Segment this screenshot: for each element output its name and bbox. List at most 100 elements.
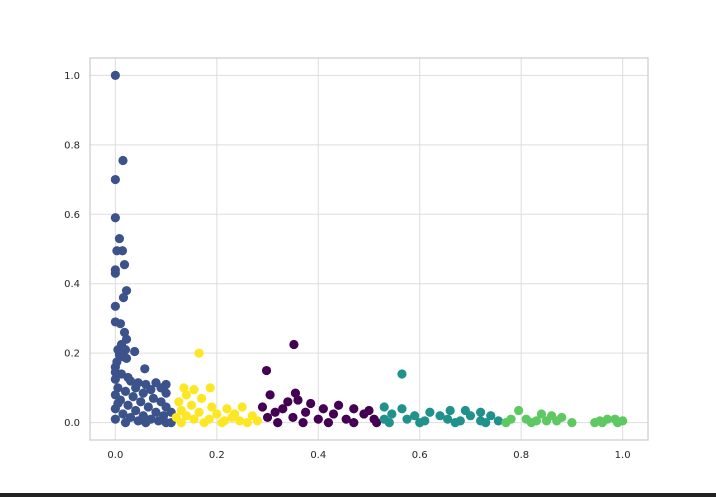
scatter-point bbox=[425, 407, 435, 417]
plot-area bbox=[90, 58, 648, 440]
scatter-point bbox=[125, 376, 136, 386]
scatter-point bbox=[273, 418, 283, 428]
scatter-point bbox=[493, 416, 503, 426]
scatter-point bbox=[110, 70, 120, 80]
scatter-point bbox=[235, 416, 245, 426]
scatter-point bbox=[123, 400, 133, 410]
scatter-point bbox=[120, 418, 131, 428]
scatter-point bbox=[397, 404, 407, 414]
scatter-point bbox=[110, 268, 120, 278]
window-bottom-edge bbox=[0, 493, 716, 497]
scatter-point bbox=[118, 409, 128, 419]
scatter-point bbox=[242, 418, 252, 428]
scatter-point bbox=[113, 398, 123, 409]
scatter-point bbox=[410, 411, 420, 421]
scatter-point bbox=[567, 418, 577, 428]
scatter-point bbox=[143, 402, 153, 412]
x-tick-label: 0.6 bbox=[412, 450, 428, 461]
scatter-point bbox=[333, 400, 344, 410]
scatter-point bbox=[270, 407, 280, 417]
scatter-point bbox=[349, 404, 359, 414]
scatter-point bbox=[265, 390, 275, 400]
scatter-point bbox=[197, 393, 207, 403]
scatter-point bbox=[443, 414, 453, 424]
scatter-point bbox=[415, 418, 425, 428]
y-tick-label: 0.0 bbox=[64, 418, 80, 429]
scatter-point bbox=[323, 418, 334, 428]
scatter-point bbox=[387, 409, 397, 419]
scatter-point bbox=[115, 319, 126, 329]
scatter-point bbox=[212, 409, 222, 419]
scatter-point bbox=[174, 397, 184, 407]
scatter-point bbox=[207, 402, 217, 412]
x-tick-label: 0.8 bbox=[513, 450, 529, 461]
scatter-point bbox=[318, 404, 328, 414]
scatter-point bbox=[131, 383, 141, 393]
scatter-point bbox=[121, 286, 132, 296]
scatter-point bbox=[328, 409, 339, 419]
scatter-point bbox=[379, 402, 389, 412]
y-tick-label: 0.6 bbox=[64, 210, 80, 221]
scatter-point bbox=[590, 418, 600, 428]
scatter-point bbox=[189, 385, 199, 395]
scatter-point bbox=[289, 339, 299, 350]
scatter-point bbox=[435, 411, 445, 421]
scatter-point bbox=[465, 411, 476, 421]
scatter-point bbox=[290, 388, 301, 398]
scatter-point bbox=[151, 407, 161, 417]
scatter-point bbox=[217, 418, 227, 428]
scatter-point bbox=[306, 398, 316, 409]
y-tick-label: 1.0 bbox=[64, 71, 80, 82]
y-tick-label: 0.4 bbox=[64, 279, 80, 290]
scatter-point bbox=[597, 418, 607, 428]
scatter-point bbox=[341, 414, 351, 424]
scatter-point bbox=[118, 293, 129, 303]
scatter-point bbox=[140, 364, 150, 374]
scatter-point bbox=[252, 416, 262, 426]
scatter-point bbox=[130, 346, 140, 357]
scatter-point bbox=[179, 383, 189, 393]
scatter-point bbox=[128, 391, 138, 402]
scatter-point bbox=[222, 404, 232, 414]
scatter-point bbox=[148, 393, 159, 403]
scatter-point bbox=[189, 414, 199, 424]
scatter-point bbox=[118, 155, 128, 166]
scatter-point bbox=[110, 301, 120, 311]
scatter-point bbox=[476, 407, 486, 417]
x-tick-label: 0.2 bbox=[209, 450, 225, 461]
scatter-point bbox=[194, 407, 204, 417]
scatter-point bbox=[131, 405, 141, 416]
scatter-point bbox=[120, 386, 131, 396]
scatter-point bbox=[181, 390, 191, 400]
scatter-point bbox=[121, 353, 132, 363]
scatter-point bbox=[481, 418, 491, 428]
tick-labels: 0.0 0.2 0.4 0.6 0.8 1.0 0.0 0.2 0.4 0.6 0.8 1.0 bbox=[64, 71, 630, 461]
plot-frame bbox=[89, 57, 649, 441]
scatter-point bbox=[372, 418, 382, 428]
scatter-point bbox=[110, 414, 120, 424]
scatter-point bbox=[486, 411, 496, 421]
scatter-point bbox=[194, 348, 204, 358]
y-tick-label: 0.2 bbox=[64, 349, 80, 360]
scatter-point bbox=[501, 418, 511, 428]
x-tick-label: 0.4 bbox=[310, 450, 326, 461]
scatter-point bbox=[176, 418, 186, 428]
scatter-point bbox=[349, 418, 359, 428]
scatter-point bbox=[257, 402, 268, 412]
scatter-point bbox=[113, 383, 123, 393]
scatter-point bbox=[136, 397, 146, 407]
scatter-point bbox=[119, 327, 130, 337]
scatter-point bbox=[120, 345, 131, 355]
scatter-point bbox=[445, 405, 455, 416]
scatter-point bbox=[298, 418, 308, 428]
data-points bbox=[110, 70, 628, 428]
scatter-point bbox=[536, 409, 547, 419]
scatter-point bbox=[110, 174, 120, 185]
scatter-point bbox=[186, 400, 197, 410]
scatter-point bbox=[278, 404, 288, 414]
scatter-point bbox=[138, 388, 148, 398]
scatter-point bbox=[227, 412, 237, 423]
scatter-point bbox=[384, 418, 394, 428]
scatter-point bbox=[450, 418, 460, 428]
